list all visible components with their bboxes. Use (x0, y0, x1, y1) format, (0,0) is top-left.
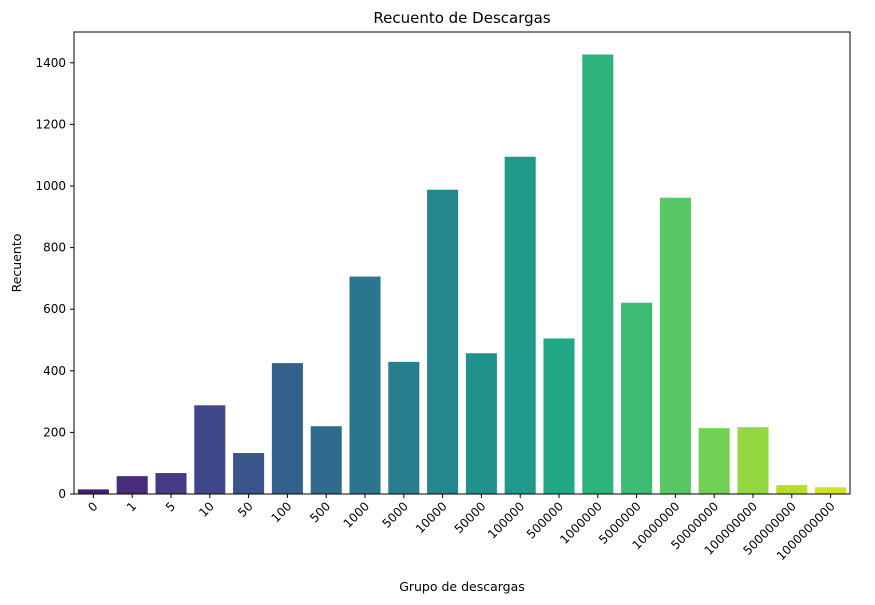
y-tick-label: 200 (43, 425, 66, 439)
y-tick-label: 1200 (35, 117, 66, 131)
bars-group (77, 54, 847, 495)
bar-100000000 (737, 427, 769, 494)
bar-5 (155, 473, 187, 494)
y-tick-label: 400 (43, 364, 66, 378)
x-tick-label: 5000 (379, 499, 410, 530)
x-tick-label: 0 (85, 499, 100, 514)
y-tick-label: 1400 (35, 56, 66, 70)
bar-5000000 (621, 302, 653, 494)
y-tick-label: 0 (58, 487, 66, 501)
bar-100 (271, 363, 303, 494)
bar-1000000000 (815, 487, 847, 494)
x-tick-label: 100000 (485, 499, 527, 541)
x-tick-label: 50000 (452, 499, 489, 536)
bar-100000 (504, 156, 536, 495)
x-tick-label: 1 (124, 499, 139, 514)
bar-50000000 (698, 428, 730, 494)
y-tick-label: 1000 (35, 179, 66, 193)
bar-500000000 (776, 485, 808, 494)
x-tick-label: 50 (235, 499, 256, 520)
bar-10000 (427, 189, 459, 495)
bar-0 (77, 489, 109, 494)
plot-area-frame (73, 31, 851, 495)
x-tick-label: 10000 (413, 499, 450, 536)
bar-500 (310, 426, 342, 494)
bar-10000000 (659, 197, 691, 495)
bar-1 (116, 476, 148, 494)
bar-50000 (465, 353, 497, 494)
bar-50 (233, 453, 265, 494)
y-axis: 0 200 400 600 800 1000 1200 1400 (35, 56, 74, 501)
x-tick-label: 500 (307, 499, 333, 525)
x-axis: 0 1 5 10 50 100 500 1000 5000 10000 50000100000500… (85, 494, 838, 563)
bar-500000 (543, 338, 575, 494)
bar-10 (194, 405, 226, 494)
x-tick-label: 1000 (341, 499, 372, 530)
x-axis-label: Grupo de descargas (399, 579, 525, 594)
bar-1000000 (582, 54, 614, 494)
x-tick-label: 10 (196, 499, 217, 520)
y-tick-label: 800 (43, 241, 66, 255)
x-tick-label: 100 (268, 499, 294, 525)
bar-1000 (349, 276, 381, 494)
y-axis-label: Recuento (9, 234, 24, 293)
bar-5000 (388, 361, 420, 494)
chart-title: Recuento de Descargas (373, 9, 550, 27)
x-tick-label: 5 (163, 499, 178, 514)
y-tick-label: 600 (43, 302, 66, 316)
